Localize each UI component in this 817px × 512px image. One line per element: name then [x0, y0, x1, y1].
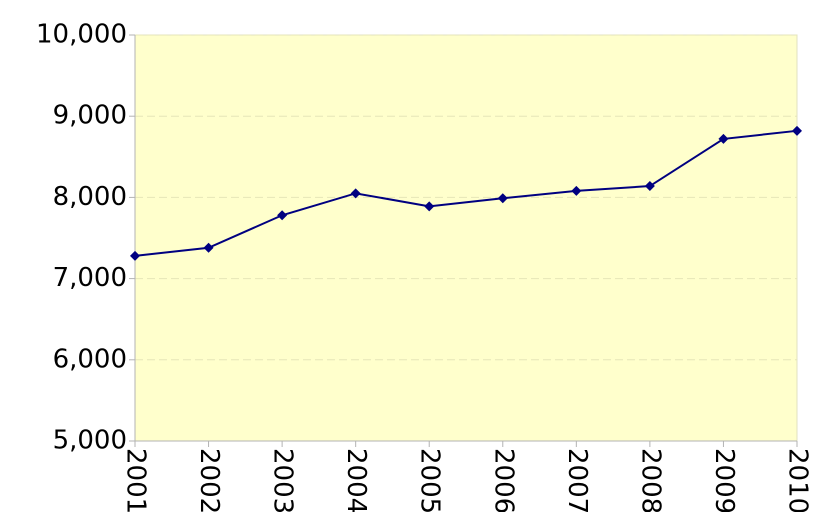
y-tick-label: 8,000 [53, 182, 127, 212]
point [644, 181, 655, 192]
line [134, 129, 798, 257]
x-tick-label: 2004 [341, 448, 371, 512]
y-tick-label: 9,000 [53, 101, 127, 131]
x-tick-label: 2003 [268, 448, 298, 512]
point [718, 133, 729, 144]
y-tick-label: 10,000 [36, 20, 127, 50]
x-tick-label: 2006 [488, 448, 518, 512]
y-tick-label: 5,000 [53, 426, 127, 456]
point [424, 201, 435, 212]
point [203, 242, 214, 253]
y-tick-label: 7,000 [53, 263, 127, 293]
y-tick-label: 6,000 [53, 344, 127, 374]
point [277, 210, 288, 221]
x-tick-label: 2008 [635, 448, 665, 512]
x-tick-label: 2001 [121, 448, 151, 512]
point [497, 193, 508, 204]
point [350, 188, 361, 199]
plot-area [134, 34, 798, 442]
x-tick-label: 2002 [194, 448, 224, 512]
point [571, 185, 582, 196]
x-tick-label: 2009 [709, 448, 739, 512]
point [792, 125, 802, 136]
x-tick-label: 2007 [562, 448, 592, 512]
point [130, 250, 140, 261]
x-tick-label: 2010 [783, 448, 813, 512]
x-tick-label: 2005 [415, 448, 445, 512]
